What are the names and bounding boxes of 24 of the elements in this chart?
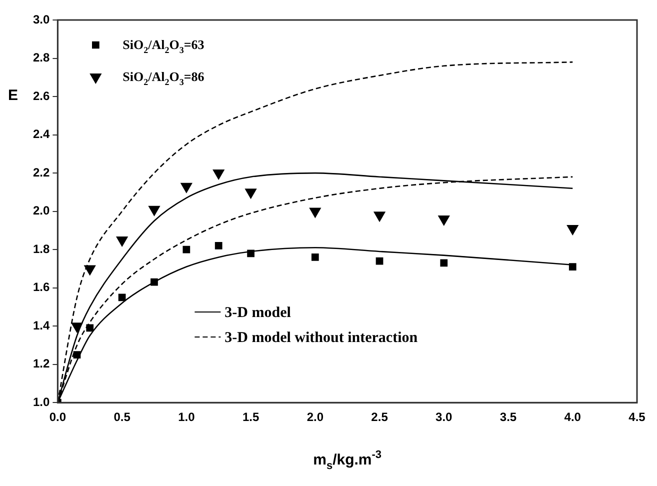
x-tick-label: 0.5 (114, 410, 131, 424)
x-tick-label: 3.0 (436, 410, 453, 424)
legend-label: 3-D model (224, 305, 291, 321)
x-tick-label: 2.0 (306, 410, 324, 424)
x-tick-label: 2.5 (371, 410, 388, 424)
y-tick-label: 2.6 (32, 88, 50, 103)
y-tick-label: 1.0 (32, 394, 50, 409)
y-tick-label: 3.0 (32, 12, 50, 26)
y-tick-label: 2.2 (32, 165, 50, 180)
y-tick-label: 1.8 (32, 242, 50, 256)
y-axis-title: E (8, 87, 18, 104)
x-tick-label: 1.0 (178, 410, 196, 424)
y-tick-label: 2.8 (32, 50, 50, 65)
x-tick-label: 4.5 (628, 410, 646, 424)
legend-label: 3-D model without interaction (224, 330, 418, 346)
y-tick-label: 2.4 (32, 127, 50, 142)
y-tick-label: 2.0 (32, 204, 50, 218)
x-tick-label: 1.5 (242, 410, 260, 424)
x-tick-label: 4.0 (564, 410, 582, 424)
x-tick-label: 0.0 (49, 410, 66, 424)
y-tick-label: 1.4 (32, 318, 50, 332)
x-tick-label: 3.5 (500, 410, 517, 424)
y-tick-label: 1.6 (32, 280, 50, 294)
y-tick-label: 1.2 (32, 356, 50, 371)
